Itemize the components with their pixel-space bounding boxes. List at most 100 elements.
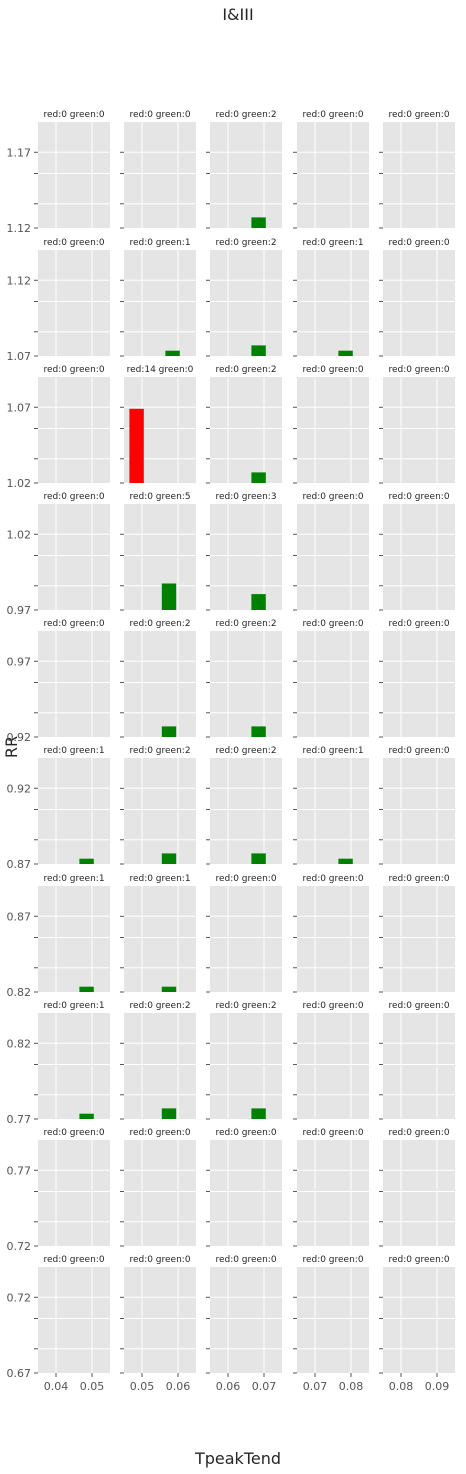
facet-panel: red:0 green:2 (206, 365, 282, 484)
panel-title: red:0 green:0 (43, 1255, 104, 1265)
facet-panel: red:0 green:0 (120, 110, 196, 229)
panel-title: red:0 green:2 (129, 619, 190, 629)
panel-background (210, 250, 282, 356)
facet-panel: red:0 green:0 (293, 365, 369, 484)
facet-panel: red:0 green:2 (206, 238, 282, 357)
chart-title: I&III (222, 5, 253, 24)
y-tick-label: 0.82 (7, 1037, 32, 1050)
panel-background (124, 758, 196, 864)
x-tick-label: 0.07 (252, 1380, 277, 1393)
panel-title: red:0 green:0 (388, 1128, 449, 1138)
y-tick-label: 0.82 (7, 986, 32, 999)
panel-background (38, 1267, 110, 1373)
y-tick-label: 0.97 (7, 604, 32, 617)
y-tick-label: 0.77 (7, 1164, 32, 1177)
panel-title: red:0 green:0 (302, 1255, 363, 1265)
panel-background (297, 1267, 369, 1373)
panel-title: red:0 green:0 (302, 1128, 363, 1138)
facet-panel: red:0 green:0 0.05 0.06 (120, 1255, 196, 1393)
green-bar (161, 583, 177, 610)
panel-background (383, 504, 455, 610)
panel-title: red:0 green:0 (129, 110, 190, 120)
facet-panel: red:0 green:0 (379, 110, 455, 229)
panel-title: red:0 green:0 (43, 492, 104, 502)
panel-title: red:0 green:2 (215, 1001, 276, 1011)
y-tick-label: 1.07 (7, 350, 32, 363)
panel-title: red:0 green:2 (215, 619, 276, 629)
facet-panel: red:14 green:0 (120, 365, 196, 484)
panel-background (297, 631, 369, 737)
red-bar (129, 408, 144, 483)
facet-panel: red:0 green:0 1.12 1.07 (7, 238, 110, 363)
panel-title: red:0 green:0 (302, 874, 363, 884)
panel-title: red:0 green:0 (388, 874, 449, 884)
panel-background (124, 504, 196, 610)
panel-background (124, 1267, 196, 1373)
green-bar (251, 217, 266, 228)
x-tick-label: 0.05 (130, 1380, 155, 1393)
panel-title: red:0 green:0 (129, 1128, 190, 1138)
panel-background (297, 250, 369, 356)
facet-panel: red:0 green:0 (379, 874, 455, 993)
panel-title: red:0 green:0 (388, 492, 449, 502)
panel-background (383, 250, 455, 356)
y-tick-label: 1.12 (7, 222, 32, 235)
panel-background (38, 886, 110, 992)
green-bar (161, 986, 177, 992)
panel-background (383, 1013, 455, 1119)
green-bar (79, 858, 94, 864)
panel-title: red:0 green:2 (215, 238, 276, 248)
panel-background (124, 1140, 196, 1246)
panel-title: red:0 green:2 (215, 746, 276, 756)
panel-title: red:0 green:0 (43, 110, 104, 120)
x-tick-label: 0.06 (166, 1380, 191, 1393)
facet-panel: red:0 green:0 0.06 0.07 (206, 1255, 282, 1393)
facet-panel: red:0 green:0 (379, 1001, 455, 1120)
panel-title: red:0 green:0 (129, 1255, 190, 1265)
facet-panel: red:0 green:1 (293, 238, 369, 357)
panel-title: red:0 green:0 (43, 365, 104, 375)
panel-title: red:0 green:0 (302, 110, 363, 120)
panel-background (383, 758, 455, 864)
panel-background (210, 886, 282, 992)
facet-panel: red:0 green:2 (206, 110, 282, 229)
y-tick-label: 1.17 (7, 146, 32, 159)
panel-background (297, 377, 369, 483)
panel-background (297, 504, 369, 610)
panel-title: red:0 green:5 (129, 492, 190, 502)
panel-title: red:0 green:0 (388, 110, 449, 120)
panel-title: red:0 green:1 (302, 238, 363, 248)
panel-title: red:0 green:0 (43, 238, 104, 248)
y-tick-label: 0.97 (7, 655, 32, 668)
panel-background (38, 1140, 110, 1246)
panel-title: red:0 green:0 (388, 746, 449, 756)
facet-panel: red:0 green:1 0.92 0.87 (7, 746, 110, 871)
facet-panel: red:0 green:0 0.07 0.08 (293, 1255, 369, 1393)
panel-background (38, 504, 110, 610)
facet-panel: red:0 green:1 0.87 0.82 (7, 874, 110, 999)
x-tick-label: 0.04 (44, 1380, 69, 1393)
panel-title: red:0 green:0 (215, 1255, 276, 1265)
panel-background (210, 1267, 282, 1373)
panel-background (210, 758, 282, 864)
facet-panel: red:0 green:5 (120, 492, 196, 611)
green-bar (251, 1108, 266, 1119)
panel-title: red:0 green:0 (302, 365, 363, 375)
y-tick-label: 0.92 (7, 782, 32, 795)
facet-panel: red:0 green:0 (293, 619, 369, 738)
panel-background (124, 886, 196, 992)
facet-panel: red:0 green:2 (120, 619, 196, 738)
panel-background (297, 1140, 369, 1246)
panel-title: red:0 green:0 (302, 492, 363, 502)
facet-panel: red:0 green:0 (379, 1128, 455, 1247)
panel-title: red:0 green:1 (129, 874, 190, 884)
panel-background (38, 250, 110, 356)
panel-background (124, 631, 196, 737)
green-bar (338, 350, 353, 356)
facet-panel: red:0 green:2 (120, 746, 196, 865)
facet-panel: red:0 green:0 (293, 1001, 369, 1120)
panel-background (38, 1013, 110, 1119)
facet-panel: red:0 green:2 (206, 746, 282, 865)
facet-panel: red:0 green:1 (293, 746, 369, 865)
